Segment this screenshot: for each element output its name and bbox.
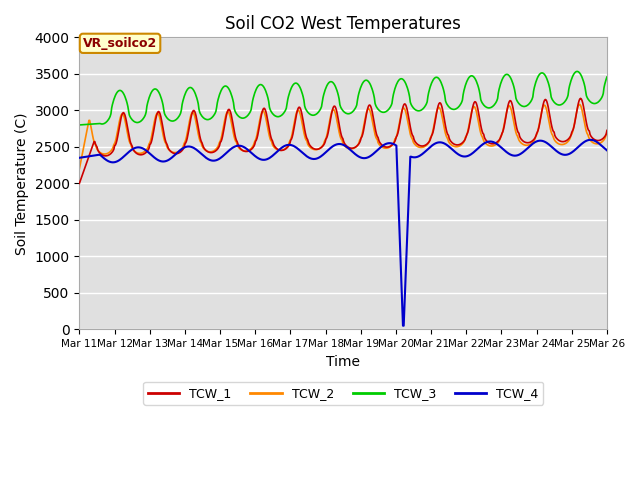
TCW_1: [422, 142, 430, 147]
Line: TCW_1: TCW_1: [79, 98, 607, 183]
TCW_3: [193, 95, 200, 101]
TCW_4: [76, 155, 83, 161]
TCW_3: [140, 116, 147, 121]
TCW_1: [577, 96, 584, 101]
X-axis label: Time: Time: [326, 355, 360, 369]
TCW_4: [221, 152, 228, 157]
TCW_4: [423, 147, 431, 153]
TCW_4: [140, 146, 147, 152]
TCW_1: [407, 128, 415, 133]
TCW_4: [85, 154, 93, 159]
TCW_3: [573, 69, 580, 74]
TCW_3: [603, 74, 611, 80]
TCW_4: [399, 323, 407, 329]
Line: TCW_3: TCW_3: [79, 72, 607, 125]
Text: VR_soilco2: VR_soilco2: [83, 37, 157, 50]
Y-axis label: Soil Temperature (C): Soil Temperature (C): [15, 112, 29, 254]
TCW_2: [140, 150, 147, 156]
TCW_3: [221, 84, 228, 89]
TCW_1: [85, 153, 93, 159]
TCW_4: [408, 154, 415, 160]
TCW_4: [603, 147, 611, 153]
TCW_2: [407, 134, 415, 140]
TCW_1: [76, 180, 83, 186]
TCW_1: [603, 128, 611, 133]
TCW_2: [85, 118, 93, 123]
TCW_2: [76, 166, 83, 172]
TCW_1: [193, 117, 200, 122]
TCW_1: [140, 151, 147, 157]
Line: TCW_2: TCW_2: [79, 105, 607, 169]
TCW_1: [221, 122, 228, 128]
Legend: TCW_1, TCW_2, TCW_3, TCW_4: TCW_1, TCW_2, TCW_3, TCW_4: [143, 382, 543, 405]
TCW_4: [587, 137, 595, 143]
TCW_3: [76, 122, 83, 128]
TCW_2: [603, 131, 611, 136]
Line: TCW_4: TCW_4: [79, 140, 607, 326]
TCW_3: [85, 121, 93, 127]
TCW_2: [193, 123, 200, 129]
TCW_3: [422, 101, 430, 107]
TCW_3: [407, 101, 415, 107]
TCW_2: [221, 118, 228, 123]
TCW_2: [422, 143, 430, 148]
TCW_2: [576, 102, 584, 108]
TCW_4: [193, 147, 200, 153]
Title: Soil CO2 West Temperatures: Soil CO2 West Temperatures: [225, 15, 461, 33]
